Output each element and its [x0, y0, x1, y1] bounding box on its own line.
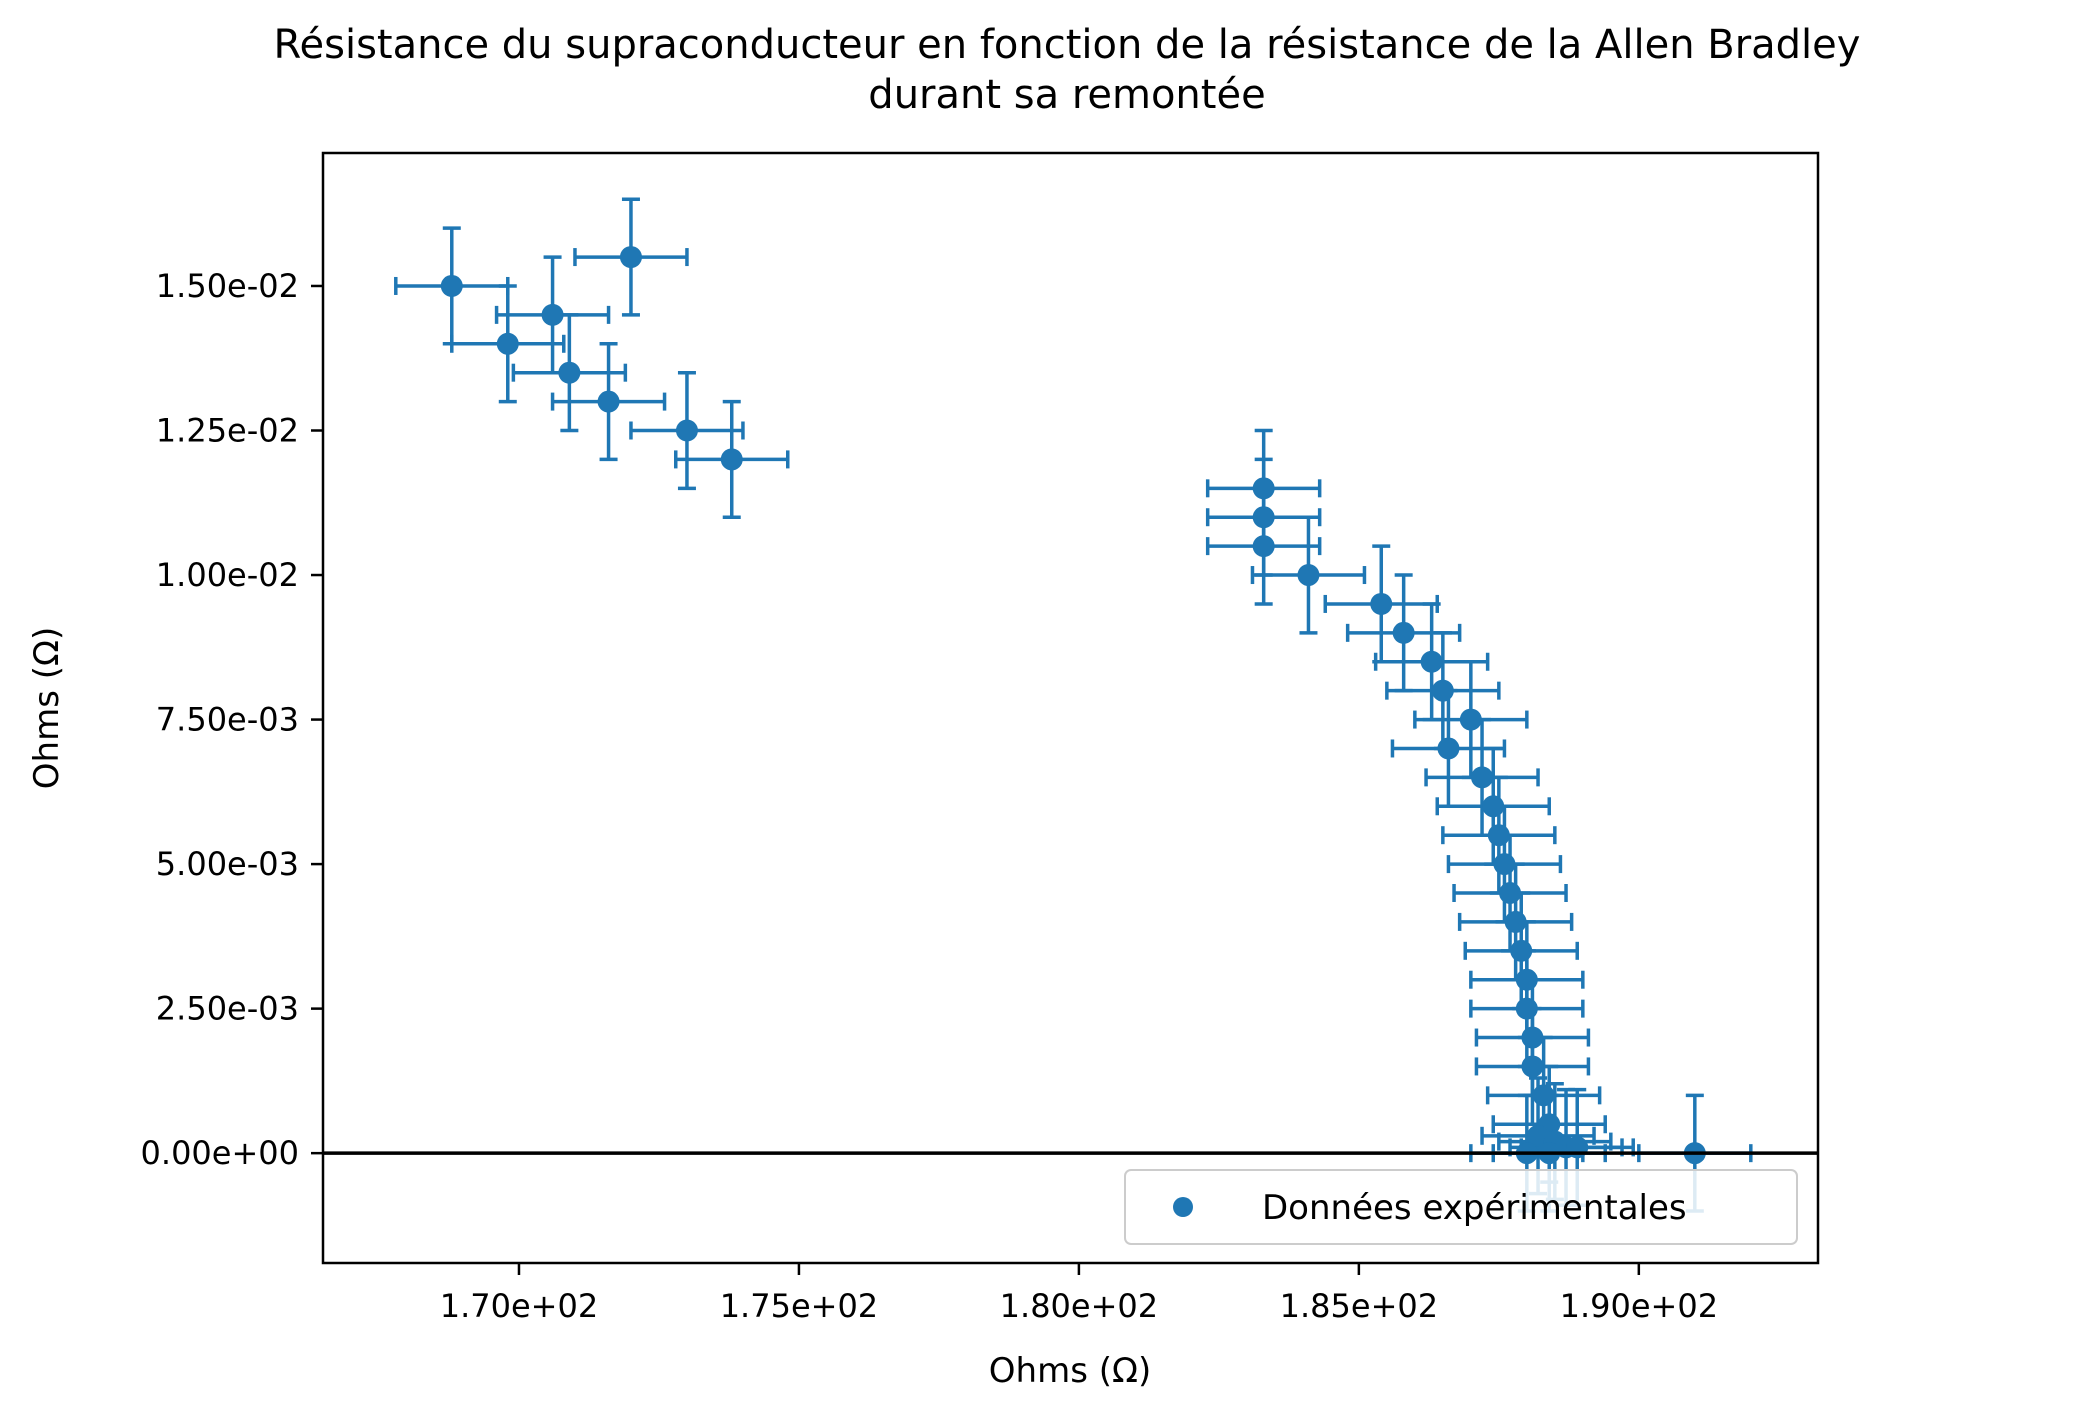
data-point [1459, 708, 1482, 731]
data-point [1566, 1136, 1589, 1159]
data-point [1504, 910, 1527, 933]
data-point [597, 390, 620, 413]
data-point [1297, 564, 1320, 587]
data-point [1487, 824, 1510, 847]
chart-title-line-1: Résistance du supraconducteur en fonctio… [274, 22, 1861, 68]
y-tick-label: 2.50e-03 [156, 990, 299, 1028]
x-tick-label: 1.75e+02 [720, 1287, 878, 1325]
data-point [1471, 766, 1494, 789]
legend: Données expérimentales [1124, 1169, 1798, 1245]
data-point [1499, 882, 1522, 904]
y-tick-label: 1.25e-02 [156, 412, 299, 450]
legend-box [1124, 1169, 1798, 1245]
x-tick-label: 1.90e+02 [1560, 1287, 1718, 1325]
data-point [1510, 939, 1533, 962]
data-point [1370, 592, 1393, 615]
data-point [1521, 1055, 1544, 1078]
x-axis-label: Ohms (Ω) [989, 1351, 1151, 1391]
data-point [1252, 477, 1275, 500]
data-point [720, 448, 743, 471]
data-point [541, 303, 564, 326]
x-tick-label: 1.85e+02 [1280, 1287, 1438, 1325]
y-axis-label: Ohms (Ω) [27, 627, 67, 789]
data-point [1437, 737, 1460, 760]
plot-area [323, 197, 1818, 1213]
data-point [1515, 968, 1538, 991]
data-point [1420, 650, 1443, 673]
chart-title-line-2: durant sa remontée [868, 72, 1265, 118]
data-point [1252, 535, 1275, 558]
data-point [1532, 1084, 1555, 1107]
y-tick-label: 7.50e-03 [156, 701, 299, 739]
y-tick-label: 1.50e-02 [156, 267, 299, 305]
legend-entry-label: Données expérimentales [1262, 1188, 1687, 1228]
legend-marker-icon [1173, 1197, 1193, 1217]
x-tick-label: 1.70e+02 [440, 1287, 598, 1325]
y-tick-label: 1.00e-02 [156, 556, 299, 594]
plot-frame [321, 151, 1820, 1265]
data-point [440, 274, 463, 297]
data-point [496, 332, 519, 355]
axis-ticks: 1.70e+02 1.75e+02 1.80e+02 1.85e+02 1.90e+02… [141, 267, 1719, 1325]
data-point [1515, 997, 1538, 1020]
data-point [1493, 853, 1516, 876]
data-point [1392, 621, 1415, 644]
x-tick-label: 1.80e+02 [1000, 1287, 1158, 1325]
data-point [675, 419, 698, 442]
data-point [1482, 795, 1505, 818]
y-tick-label: 0.00e+00 [141, 1134, 299, 1172]
data-point [1521, 1026, 1544, 1049]
y-tick-label: 5.00e-03 [156, 845, 299, 883]
data-point [1431, 679, 1454, 702]
data-point [1252, 506, 1275, 529]
data-point [619, 246, 642, 269]
data-point [1527, 1124, 1550, 1147]
data-point [558, 361, 581, 384]
